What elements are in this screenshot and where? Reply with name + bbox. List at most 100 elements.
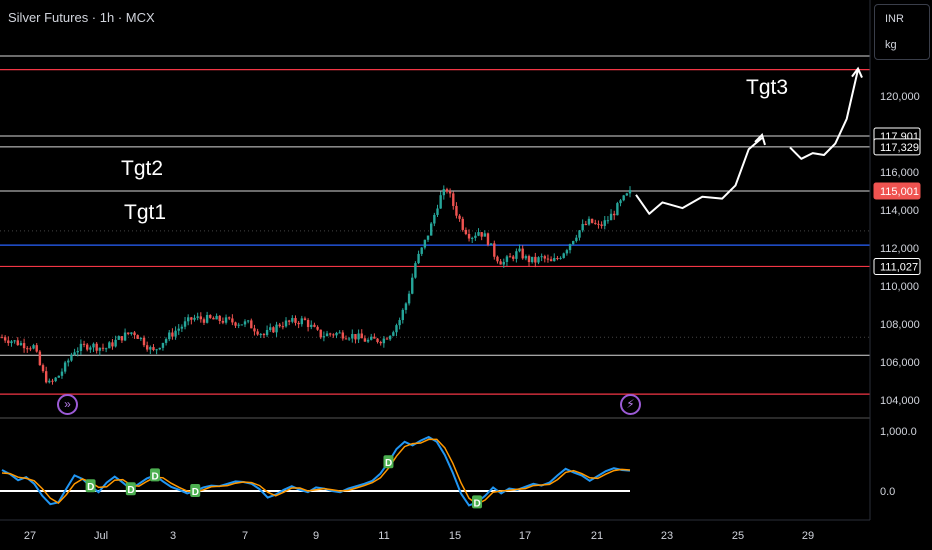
candle-body xyxy=(114,339,117,347)
candle-body xyxy=(433,214,436,224)
candle-body xyxy=(448,191,452,194)
candle-body xyxy=(63,362,67,372)
candle-body xyxy=(256,331,259,335)
candle-body xyxy=(313,324,316,327)
candle-body xyxy=(628,190,632,194)
candle-body xyxy=(527,256,531,263)
annotation-tgt1: Tgt1 xyxy=(124,201,167,224)
time-tick-label: 15 xyxy=(449,530,461,542)
candle-body xyxy=(180,326,184,329)
oscillator-axis[interactable]: 1,000.0 0.0 xyxy=(880,426,917,498)
candle-body xyxy=(92,343,95,348)
candle-body xyxy=(26,348,29,350)
candle-body xyxy=(287,320,291,322)
unit-label: kg xyxy=(885,39,897,51)
candle-body xyxy=(606,220,610,222)
candle-body xyxy=(136,335,139,339)
divergence-marker xyxy=(190,484,201,497)
oscillator-tick-label: 1,000.0 xyxy=(880,426,917,438)
candle-body xyxy=(306,320,310,328)
price-tick-label: 120,000 xyxy=(880,91,920,103)
candle-body xyxy=(584,223,588,225)
candle-body xyxy=(54,377,57,382)
candle-body xyxy=(474,235,477,238)
candle-body xyxy=(392,332,395,336)
time-tick-label: 3 xyxy=(170,530,176,542)
candle-body xyxy=(568,244,572,251)
candle-body xyxy=(133,332,136,336)
candle-body xyxy=(29,348,32,350)
candle-body xyxy=(426,235,430,240)
candle-body xyxy=(524,256,528,259)
candle-body xyxy=(512,256,515,259)
candle-body xyxy=(278,324,281,327)
chart-title: Silver Futures · 1h · MCX xyxy=(8,10,155,25)
divergence-marker-label: D xyxy=(474,498,481,509)
divergence-marker-label: D xyxy=(192,487,199,498)
candle-body xyxy=(411,277,414,294)
time-tick-label: Jul xyxy=(94,530,108,542)
candle-body xyxy=(164,339,168,343)
projection-arrow xyxy=(635,66,863,215)
candle-body xyxy=(401,309,404,321)
price-tag-box xyxy=(873,257,921,275)
candle-body xyxy=(499,261,502,265)
candle-body xyxy=(130,332,133,334)
candle-body xyxy=(502,261,505,265)
time-tick-label: 21 xyxy=(591,530,603,542)
lightning-icon[interactable]: ⚡︎ xyxy=(620,394,641,415)
candle-body xyxy=(600,224,603,226)
candle-body xyxy=(445,189,449,192)
candle-body xyxy=(471,237,474,239)
candle-body xyxy=(237,324,240,326)
annotation-tgt3: Tgt3 xyxy=(746,76,789,99)
divergence-marker xyxy=(85,479,96,493)
price-tick-label: 106,000 xyxy=(880,357,920,369)
projection-path xyxy=(635,137,763,215)
time-tick-label: 27 xyxy=(24,530,36,542)
price-axis[interactable]: 104,000 106,000 108,000 110,000 112,000 114,0… xyxy=(873,91,921,407)
candle-body xyxy=(537,257,540,263)
candle-body xyxy=(142,337,146,346)
price-tag-box xyxy=(873,138,921,156)
candle-body xyxy=(395,325,398,333)
candle-body xyxy=(82,343,86,345)
candle-body xyxy=(32,345,35,349)
candle-body xyxy=(325,333,329,337)
candle-body xyxy=(297,322,300,325)
fast-forward-icon[interactable]: » xyxy=(57,394,78,415)
candle-body xyxy=(483,233,487,237)
candle-body xyxy=(622,195,625,201)
candle-body xyxy=(19,343,23,346)
time-axis[interactable]: 27 Jul 3 7 9 11 15 17 21 23 25 29 xyxy=(0,519,870,542)
candle-body xyxy=(127,332,130,334)
candle-body xyxy=(205,314,209,323)
candle-body xyxy=(562,253,565,258)
candle-body xyxy=(338,332,341,334)
oscillator-series-1 xyxy=(1,438,631,506)
horizontal-lines xyxy=(0,0,871,520)
candle-body xyxy=(436,208,439,215)
candle-body xyxy=(373,336,376,339)
currency-label: INR xyxy=(885,13,904,25)
candle-body xyxy=(212,317,215,320)
divergence-marker xyxy=(125,482,136,496)
candle-body xyxy=(559,257,562,259)
candle-body xyxy=(73,352,76,355)
candle-body xyxy=(215,315,218,320)
currency-unit-box[interactable]: INR kg xyxy=(874,4,930,60)
price-tag-label: 111,027 xyxy=(880,261,918,273)
candle-body xyxy=(565,250,569,254)
candle-body xyxy=(57,375,61,378)
candle-body xyxy=(70,354,73,361)
candle-body xyxy=(467,233,471,239)
price-tick-label: 116,000 xyxy=(880,167,919,179)
candle-body xyxy=(414,263,417,278)
candle-body xyxy=(253,328,256,332)
candle-body xyxy=(310,324,313,328)
price-tick-label: 110,000 xyxy=(880,281,919,293)
price-tag-label: 115,001 xyxy=(880,186,919,198)
candle-body xyxy=(269,327,272,331)
candle-body xyxy=(379,341,382,344)
